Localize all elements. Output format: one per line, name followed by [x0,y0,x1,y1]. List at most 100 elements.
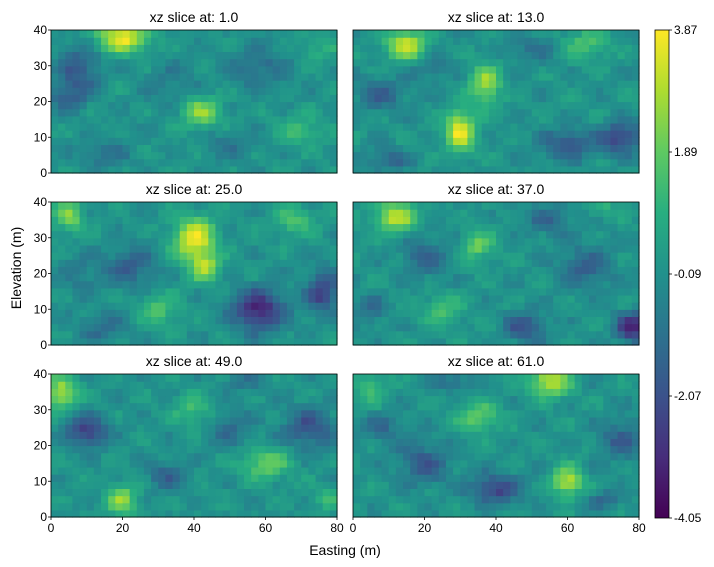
heatmap-cell [72,495,81,504]
heatmap-cell [151,259,159,267]
heatmap-cell [143,395,152,404]
heatmap-cell [353,280,361,289]
heatmap-cell [460,158,468,167]
heatmap-cell [496,101,504,110]
heatmap-cell [251,337,259,346]
heatmap-cell [244,101,252,110]
heatmap-cell [208,137,217,145]
heatmap-cell [367,108,376,117]
heatmap-cell [617,452,626,461]
colorbar-tick-label: -4.05 [674,511,702,525]
heatmap-cell [151,115,159,124]
heatmap-cell [596,87,604,95]
heatmap-cell [496,58,504,67]
heatmap-cell [279,223,288,232]
heatmap-cell [93,452,102,461]
heatmap-cell [315,488,324,497]
heatmap-cell [65,395,74,404]
heatmap-cell [208,280,217,289]
heatmap-cell [286,302,295,310]
heatmap-cell [194,72,202,81]
heatmap-cell [72,438,81,447]
heatmap-cell [201,452,209,461]
heatmap-cell [596,266,604,275]
heatmap-cell [617,438,626,447]
heatmap-cell [367,395,376,404]
heatmap-cell [617,431,626,439]
heatmap-cell [93,424,102,432]
heatmap-cell [474,302,483,310]
heatmap-cell [467,101,476,110]
heatmap-cell [322,37,331,45]
heatmap-cell [115,72,124,81]
heatmap-cell [381,216,390,225]
heatmap-cell [546,495,554,504]
heatmap-cell [596,330,604,339]
heatmap-cell [315,502,324,511]
heatmap-cell [431,230,440,239]
heatmap-cell [596,80,604,88]
heatmap-cell [122,502,131,511]
heatmap-cell [308,280,317,289]
heatmap-cell [467,287,476,296]
heatmap-cell [438,402,447,411]
heatmap-cell [115,122,124,131]
heatmap-cell [360,65,368,74]
heatmap-cell [279,466,288,475]
heatmap-cell [229,259,238,267]
heatmap-cell [481,223,490,232]
heatmap-cell [524,51,533,60]
heatmap-cell [122,302,131,310]
heatmap-cell [58,158,66,167]
heatmap-cell [172,259,181,267]
heatmap-cell [322,130,331,138]
heatmap-cell [424,481,433,489]
heatmap-cell [272,395,281,404]
heatmap-cell [353,202,361,210]
heatmap-cell [208,409,217,418]
heatmap-cell [588,130,597,138]
heatmap-cell [294,445,302,454]
heatmap-cell [367,488,376,497]
heatmap-cell [165,37,174,45]
heatmap-cell [453,302,461,310]
heatmap-cell [265,58,274,67]
heatmap-cell [560,402,569,411]
heatmap-cell [410,438,418,447]
heatmap-cell [431,330,440,339]
heatmap-cell [186,80,195,88]
heatmap-cell [403,488,411,497]
heatmap-cell [603,122,611,131]
heatmap-cell [79,137,88,145]
heatmap-cell [567,481,576,489]
heatmap-cell [329,388,338,397]
heatmap-cell [115,502,124,511]
heatmap-cell [481,424,490,432]
heatmap-cell [115,94,124,103]
heatmap-cell [488,259,497,267]
heatmap-cell [308,230,317,239]
heatmap-cell [179,280,188,289]
heatmap-cell [445,244,454,253]
heatmap-cell [496,509,504,518]
heatmap-cell [617,137,626,145]
heatmap-cell [560,459,569,468]
heatmap-cell [258,165,267,174]
heatmap-cell [201,381,209,389]
heatmap-cell [381,388,390,397]
heatmap-cell [115,488,124,497]
heatmap-cell [388,481,397,489]
heatmap-cell [108,438,116,447]
heatmap-cell [286,58,295,67]
heatmap-cell [438,130,447,138]
heatmap-cell [251,202,259,210]
heatmap-cell [186,374,195,382]
heatmap-cell [194,337,202,346]
heatmap-cell [143,30,152,38]
heatmap-cell [79,80,88,88]
heatmap-cell [603,424,611,432]
heatmap-cell [395,237,404,246]
heatmap-cell [360,337,368,346]
heatmap-cell [151,137,159,145]
heatmap-cell [438,495,447,504]
